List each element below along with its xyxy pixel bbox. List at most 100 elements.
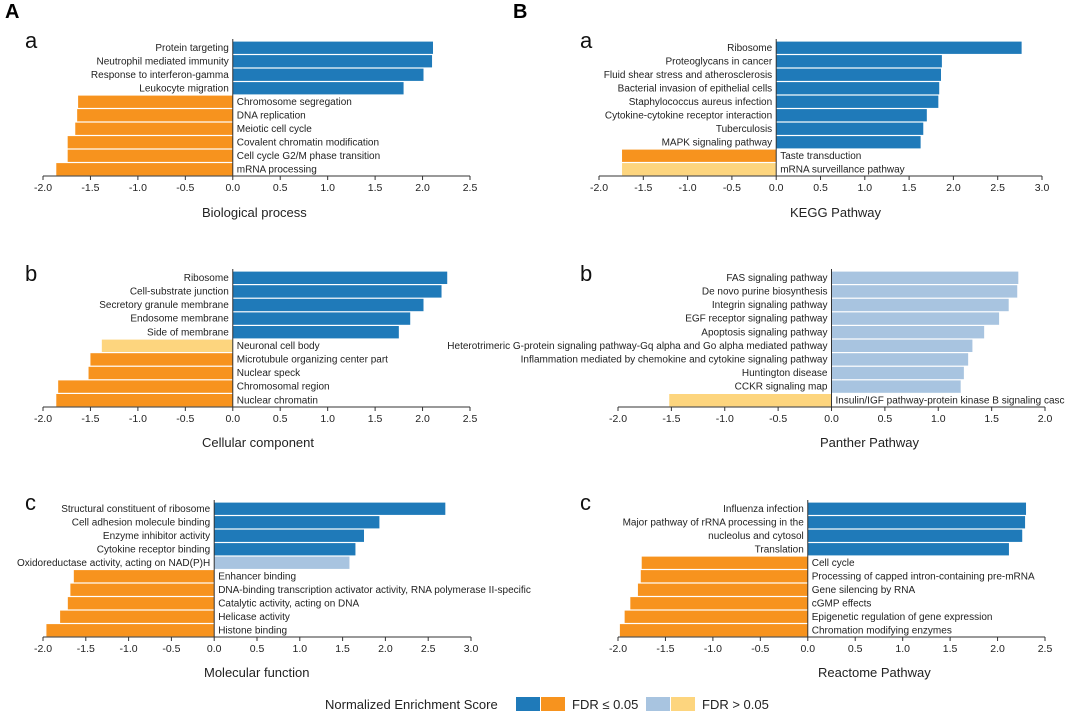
category-label: CCKR signaling map [735,382,828,393]
category-label: Nuclear chromatin [237,395,318,406]
chart-sub-label: c [580,490,591,515]
category-label: Cell cycle G2/M phase transition [237,151,380,162]
x-tick-label: -1.5 [81,182,99,194]
x-tick-label: 2.0 [415,182,430,194]
x-tick-label: 0.5 [813,182,828,194]
category-label: Heterotrimeric G-protein signaling pathw… [447,341,827,352]
category-label: Structural constituent of ribosome [61,504,210,515]
x-tick-label: -2.0 [590,182,608,194]
chart-5: b FAS signaling pathway De novo purine bio… [447,261,1065,450]
x-tick-label: 0.5 [878,413,893,425]
bar [88,366,233,380]
x-tick-label: 1.5 [902,182,917,194]
category-label: Epigenetic regulation of gene expression [812,612,993,623]
bar [776,95,939,108]
x-tick-label: 2.5 [990,182,1005,194]
bar [56,394,233,407]
bar [214,502,446,515]
category-label: Integrin signaling pathway [712,300,828,311]
bar [641,556,808,569]
x-tick-label: -2.0 [609,413,627,425]
bar [232,271,448,284]
bar [90,353,233,366]
bar [807,529,1023,542]
category-label: DNA-binding transcription activator acti… [218,585,531,596]
category-label: Protein targeting [155,43,228,54]
chart-title: KEGG Pathway [790,205,882,220]
category-label: Insulin/IGF pathway-protein kinase B sig… [836,395,1065,406]
x-tick-label: -1.0 [129,413,147,425]
bar [232,41,433,54]
category-label: Enzyme inhibitor activity [103,531,210,542]
x-tick-label: -1.0 [120,643,138,655]
chart-sub-label: b [580,261,592,286]
x-tick-label: 0.5 [273,413,288,425]
x-tick-label: 0.0 [824,413,839,425]
bar [60,610,215,623]
category-label: Huntington disease [742,368,828,379]
x-tick-label: 0.0 [800,643,815,655]
category-label: Taste transduction [780,151,861,162]
category-label: Meiotic cell cycle [237,124,312,135]
category-label: Side of membrane [147,327,229,338]
x-tick-label: -2.0 [34,643,52,655]
chart-2: b Ribosome Cell-substrate junction Secretor… [25,261,477,450]
chart-sub-label: b [25,261,37,286]
bar [831,353,969,366]
x-tick-label: 1.5 [335,643,350,655]
x-tick-label: 1.5 [368,413,383,425]
bar [214,556,350,569]
category-label: Cytokine receptor binding [97,544,210,555]
chart-sub-label: a [580,28,593,53]
bar [232,298,424,312]
bar [669,394,832,407]
bar [75,122,233,135]
chart-title: Cellular component [202,435,314,450]
bar [831,366,964,380]
x-tick-label: 2.5 [463,182,478,194]
bar [630,597,808,610]
x-tick-label: -0.5 [176,182,194,194]
bar [77,109,233,122]
category-label: Chromation modifying enzymes [812,625,952,636]
x-tick-label: 2.0 [990,643,1005,655]
x-tick-label: 3.0 [464,643,479,655]
category-label: Response to interferon-gamma [91,70,229,81]
category-label: Fluid shear stress and atherosclerosis [604,70,772,81]
category-label: Histone binding [218,625,287,636]
category-label: Inflammation mediated by chemokine and c… [521,355,828,366]
bar [78,95,233,108]
x-tick-label: 3.0 [1035,182,1050,194]
x-tick-label: 1.0 [895,643,910,655]
x-tick-label: 0.5 [250,643,265,655]
charts-group: a Protein targeting Neutrophil mediated im… [17,28,1065,680]
x-tick-label: -0.5 [723,182,741,194]
category-label: Processing of capped intron-containing p… [812,571,1035,582]
x-tick-label: 2.5 [421,643,436,655]
category-label: Cell-substrate junction [130,287,229,298]
bar [622,149,777,162]
category-label: Cell cycle [812,558,855,569]
category-label: Covalent chromatin modification [237,137,379,148]
x-tick-label: -0.5 [751,643,769,655]
x-tick-label: -1.5 [634,182,652,194]
x-tick-label: 1.0 [857,182,872,194]
x-tick-label: -1.5 [81,413,99,425]
bar [232,55,433,68]
category-label: Endosome membrane [130,314,229,325]
bar [637,583,808,596]
category-label: Major pathway of rRNA processing in the [623,517,805,528]
panel-label-B: B [513,1,527,23]
bar [58,380,233,393]
bar [807,516,1026,529]
bar [56,163,233,176]
category-label: Neutrophil mediated immunity [96,56,228,67]
x-tick-label: -1.0 [679,182,697,194]
panel-label-A: A [5,1,19,23]
chart-title: Biological process [202,205,307,220]
bar [831,312,1000,325]
category-label: Bacterial invasion of epithelial cells [618,83,773,94]
category-label: Staphylococcus aureus infection [629,97,772,108]
category-label: Chromosome segregation [237,97,352,108]
